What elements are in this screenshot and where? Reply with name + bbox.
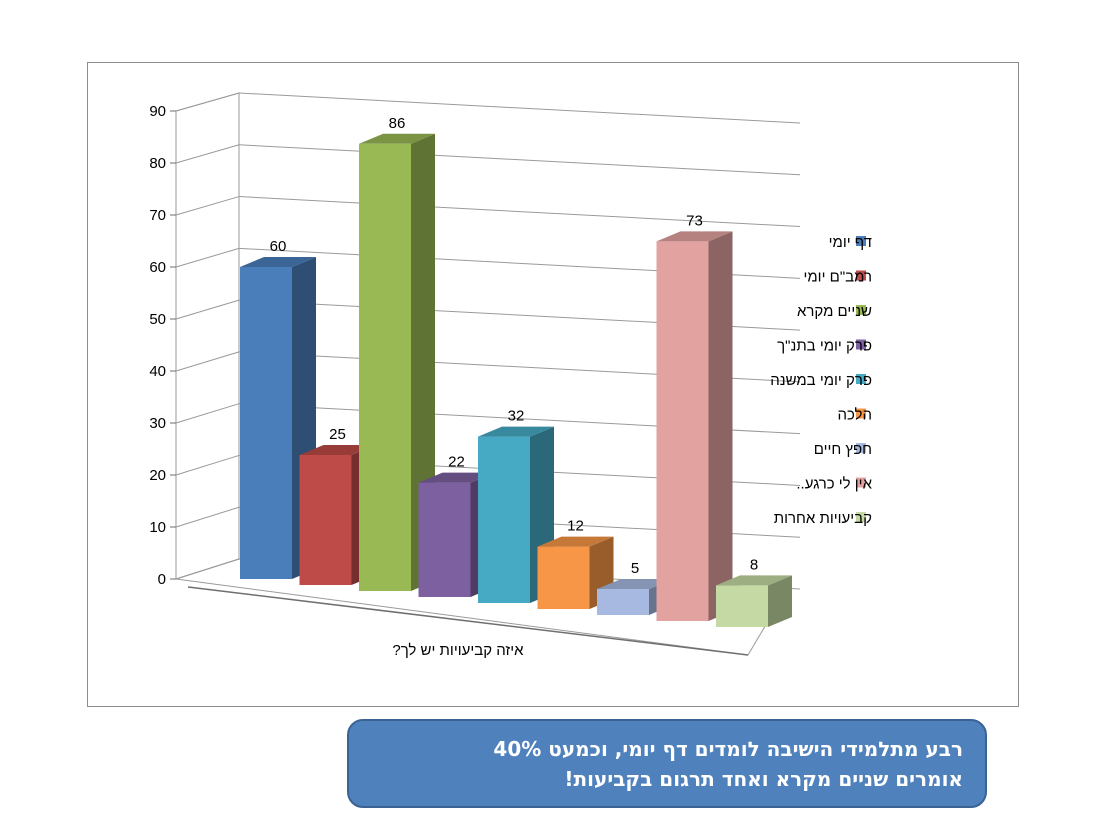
legend-item-8: אין לי כרגע.. (796, 476, 872, 493)
bar-top (240, 257, 316, 267)
bar-front (418, 482, 471, 597)
legend-item-1: דף יומי (829, 234, 872, 251)
side-wall (175, 92, 240, 580)
bar-9 (716, 575, 792, 627)
bar-top (299, 445, 376, 455)
bar-front (597, 589, 649, 615)
data-labels: 60 25 86 22 32 12 5 73 8 (270, 115, 759, 577)
legend-label: הלכה (837, 407, 872, 424)
legend-item-3: שניים מקרא (797, 303, 872, 320)
y-tick-label: 10 (149, 519, 166, 536)
chart-frame: 0 10 20 30 40 50 60 70 80 90 60 25 86 22 32 12 5 73 8 איז… (87, 62, 1019, 707)
callout-line-2: אומרים שניים מקרא ואחד תרגום בקביעות! (564, 767, 963, 791)
data-label-1: 60 (270, 238, 287, 255)
legend-swatch (856, 236, 866, 246)
data-label-7: 5 (631, 560, 639, 577)
gridline-side (175, 247, 240, 268)
y-tick-label: 70 (149, 207, 166, 224)
bar-top (716, 575, 792, 586)
bar-top (656, 231, 733, 242)
legend-label: שניים מקרא (797, 303, 872, 320)
bar-1 (240, 257, 316, 579)
summary-callout: רבע מתלמידי הישיבה לומדים דף יומי, וכמעט… (347, 719, 987, 808)
legend-swatch (856, 270, 866, 281)
legend-label: חפץ חיים (814, 441, 872, 458)
bar-top (537, 536, 614, 547)
y-tick-label: 50 (149, 311, 166, 328)
legend-item-4: פרק יומי בתנ"ך (777, 338, 872, 355)
bar-front (537, 546, 590, 609)
y-tick-label: 20 (149, 467, 166, 484)
bar-front (656, 241, 709, 621)
bar-top (478, 426, 554, 437)
y-tick-label: 60 (149, 259, 166, 276)
bar-front (359, 143, 411, 592)
legend-label: אין לי כרגע.. (796, 476, 872, 493)
bar-chart-3d: 0 10 20 30 40 50 60 70 80 90 60 25 86 22 32 12 5 73 8 איז… (149, 92, 873, 659)
legend-swatch (856, 305, 866, 315)
legend-label: פרק יומי במשנה (770, 372, 872, 389)
legend-label: דף יומי (829, 234, 872, 251)
bar-side (708, 231, 733, 621)
legend-swatch (856, 512, 866, 522)
gridline-side (175, 299, 240, 320)
bar-front (716, 585, 768, 627)
data-label-4: 22 (448, 454, 465, 471)
gridline-back (238, 92, 801, 124)
data-label-6: 12 (567, 518, 584, 535)
gridline-side (175, 144, 240, 164)
gridline-side (175, 454, 240, 476)
data-label-3: 86 (389, 115, 406, 132)
callout-line-1: רבע מתלמידי הישיבה לומדים דף יומי, וכמעט… (493, 737, 963, 761)
legend-swatch (856, 339, 866, 350)
gridline-side (175, 558, 240, 580)
bar-front (299, 455, 352, 585)
bar-top (359, 133, 435, 144)
bar-top (418, 472, 495, 483)
gridline-back (238, 196, 801, 228)
gridline-back (238, 144, 801, 176)
y-tick-label: 0 (158, 571, 166, 588)
bar-side (768, 575, 792, 627)
x-axis-title: איזה קביעויות יש לך? (392, 642, 524, 659)
gridline-side (175, 196, 240, 216)
gridline-side (175, 351, 240, 372)
legend-label: קביעויות אחרות (774, 510, 872, 527)
legend-swatch (856, 477, 866, 488)
legend-label: רמב"ם יומי (803, 269, 872, 286)
y-tick-label: 30 (149, 415, 166, 432)
bar-3 (359, 133, 435, 592)
bar-top (597, 579, 673, 589)
y-tick-label: 80 (149, 155, 166, 172)
data-label-9: 8 (750, 556, 758, 573)
bar-8 (656, 231, 733, 621)
legend-item-7: חפץ חיים (814, 441, 872, 458)
bar-front (478, 436, 530, 603)
legend-item-9: קביעויות אחרות (774, 510, 872, 527)
gridline-side (175, 506, 240, 528)
bar-front (240, 267, 292, 579)
legend-label: פרק יומי בתנ"ך (777, 338, 872, 355)
legend-swatch (856, 443, 866, 453)
y-tick-label: 90 (149, 103, 166, 120)
bars (240, 133, 792, 627)
gridline-side (175, 403, 240, 424)
legend-swatch (856, 408, 866, 419)
gridline-side (175, 92, 240, 112)
bar-side (411, 133, 435, 592)
legend-item-2: רמב"ם יומי (803, 269, 872, 286)
legend-item-5: פרק יומי במשנה (770, 372, 872, 389)
data-label-5: 32 (508, 408, 525, 425)
y-axis-ticks: 0 10 20 30 40 50 60 70 80 90 (149, 103, 176, 588)
y-tick-label: 40 (149, 363, 166, 380)
legend-swatch (856, 374, 866, 384)
legend-item-6: הלכה (837, 407, 872, 424)
data-label-8: 73 (686, 212, 703, 229)
x-axis-line (187, 586, 749, 656)
legend: דף יומי רמב"ם יומי שניים מקרא פרק יומי בתנ"… (770, 234, 872, 527)
data-label-2: 25 (329, 426, 346, 443)
